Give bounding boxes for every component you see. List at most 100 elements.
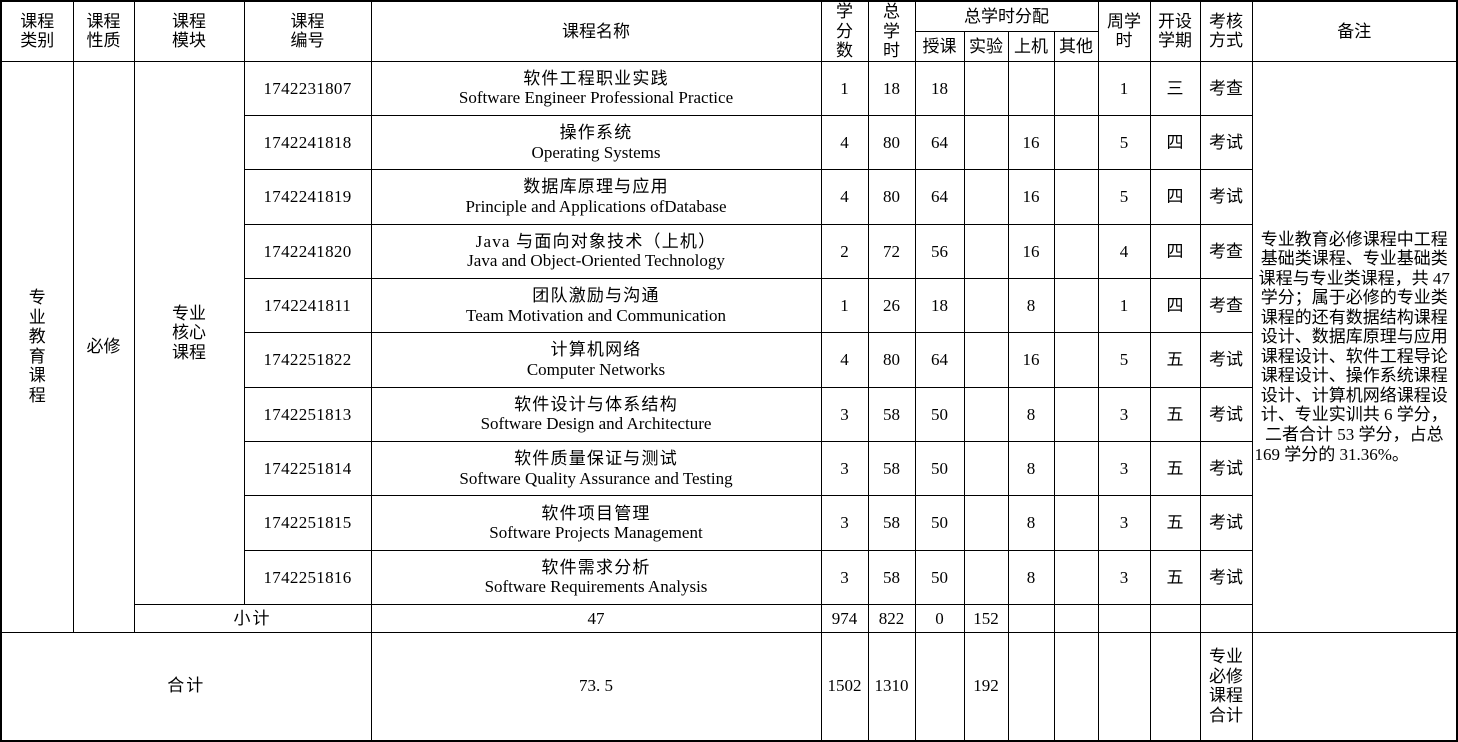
cell-other-hours xyxy=(1053,386,1099,443)
cell-experiment-hours xyxy=(963,332,1009,388)
course-name-cn: 软件需求分析 xyxy=(541,557,651,577)
subtotal-credits: 47 xyxy=(370,604,822,633)
cell-course-code: 1742251814 xyxy=(243,441,372,497)
cell-course-name: 数据库原理与应用 Principle and Applications ofDat… xyxy=(370,169,822,225)
header-course-code: 课程 编号 xyxy=(243,0,372,62)
cell-total-hours: 58 xyxy=(867,549,916,606)
cell-credits: 3 xyxy=(820,441,869,497)
subtotal-experiment: 0 xyxy=(914,604,965,633)
table-row: 1742241818 操作系统 Operating Systems 4 80 64 16 5 四… xyxy=(1,114,1457,171)
cell-lecture-hours: 18 xyxy=(914,60,965,116)
cell-assessment: 考试 xyxy=(1199,332,1253,388)
table-header: 课程 类别 课程 性质 课程 模块 课程 编号 课程名称 学 分 数 总 学 时… xyxy=(0,0,1458,62)
grandtotal-remarks: 专业必修课程合计 xyxy=(1199,631,1253,742)
cell-weekly-hours: 3 xyxy=(1097,441,1151,497)
cell-course-name: 团队激励与沟通 Team Motivation and Communication xyxy=(370,278,822,334)
cell-total-hours: 58 xyxy=(867,441,916,497)
cell-course-code: 1742231807 xyxy=(243,60,372,116)
cell-total-hours: 72 xyxy=(867,223,916,280)
cell-semester: 五 xyxy=(1149,549,1201,606)
cell-course-name: 软件项目管理 Software Projects Management xyxy=(370,495,822,551)
cell-lecture-hours: 64 xyxy=(914,114,965,171)
cell-credits: 3 xyxy=(820,549,869,606)
subtotal-assessment xyxy=(1149,604,1201,633)
cell-course-name: Java 与面向对象技术（上机） Java and Object-Oriented… xyxy=(370,223,822,280)
cell-other-hours xyxy=(1053,114,1099,171)
cell-course-name: 计算机网络 Computer Networks xyxy=(370,332,822,388)
header-remarks: 备注 xyxy=(1251,0,1458,62)
cell-computer-hours: 8 xyxy=(1007,386,1055,443)
header-alloc-lecture: 授课 xyxy=(914,30,965,62)
course-name-cn: 计算机网络 xyxy=(550,340,642,360)
cell-course-code: 1742251822 xyxy=(243,332,372,388)
cell-course-name: 软件工程职业实践 Software Engineer Professional P… xyxy=(370,60,822,116)
grandtotal-other xyxy=(1007,631,1055,742)
grandtotal-weekly xyxy=(1053,631,1099,742)
cell-other-hours xyxy=(1053,332,1099,388)
course-name-cn: Java 与面向对象技术（上机） xyxy=(475,231,717,251)
subtotal-computer: 152 xyxy=(963,604,1009,633)
cell-course-name: 软件需求分析 Software Requirements Analysis xyxy=(370,549,822,606)
header-credits: 学 分 数 xyxy=(820,0,869,62)
cell-computer-hours: 8 xyxy=(1007,549,1055,606)
cell-computer-hours: 8 xyxy=(1007,441,1055,497)
subtotal-row: 小计 47 974 822 0 152 xyxy=(1,604,1457,633)
cell-assessment: 考试 xyxy=(1199,386,1253,443)
cell-lecture-hours: 18 xyxy=(914,278,965,334)
header-semester: 开设 学期 xyxy=(1149,0,1201,62)
cell-total-hours: 80 xyxy=(867,332,916,388)
cell-computer-hours: 16 xyxy=(1007,223,1055,280)
cell-course-code: 1742241820 xyxy=(243,223,372,280)
cell-credits: 1 xyxy=(820,60,869,116)
cell-credits: 4 xyxy=(820,169,869,225)
cell-total-hours: 80 xyxy=(867,169,916,225)
cell-other-hours xyxy=(1053,169,1099,225)
grandtotal-total-hours: 1502 xyxy=(820,631,869,742)
cell-experiment-hours xyxy=(963,169,1009,225)
course-name-cn: 团队激励与沟通 xyxy=(532,286,660,306)
cell-computer-hours: 8 xyxy=(1007,495,1055,551)
cell-credits: 4 xyxy=(820,332,869,388)
cell-semester: 四 xyxy=(1149,223,1201,280)
header-course-nature: 课程 性质 xyxy=(72,0,135,62)
subtotal-lecture: 822 xyxy=(867,604,916,633)
cell-credits: 2 xyxy=(820,223,869,280)
cell-weekly-hours: 1 xyxy=(1097,60,1151,116)
cell-total-hours: 18 xyxy=(867,60,916,116)
course-name-en: Principle and Applications ofDatabase xyxy=(465,197,727,216)
cell-total-hours: 26 xyxy=(867,278,916,334)
cell-course-nature: 必修 xyxy=(72,60,135,633)
cell-weekly-hours: 3 xyxy=(1097,386,1151,443)
header-weekly-hours: 周学 时 xyxy=(1097,0,1151,62)
header-alloc-computer: 上机 xyxy=(1007,30,1055,62)
subtotal-label: 小计 xyxy=(133,604,372,633)
cell-credits: 1 xyxy=(820,278,869,334)
course-name-cn: 软件工程职业实践 xyxy=(523,68,669,88)
cell-course-code: 1742241819 xyxy=(243,169,372,225)
course-name-cn: 数据库原理与应用 xyxy=(523,177,669,197)
header-hours-allocation: 总学时分配 xyxy=(914,0,1099,32)
cell-weekly-hours: 3 xyxy=(1097,549,1151,606)
table-row: 1742251813 软件设计与体系结构 Software Design and A… xyxy=(1,386,1457,443)
cell-total-hours: 58 xyxy=(867,386,916,443)
cell-semester: 五 xyxy=(1149,386,1201,443)
cell-assessment: 考查 xyxy=(1199,223,1253,280)
header-assessment: 考核 方式 xyxy=(1199,0,1253,62)
subtotal-total-hours: 974 xyxy=(820,604,869,633)
cell-experiment-hours xyxy=(963,223,1009,280)
cell-other-hours xyxy=(1053,549,1099,606)
cell-course-code: 1742241811 xyxy=(243,278,372,334)
course-name-cn: 软件设计与体系结构 xyxy=(514,394,678,414)
cell-lecture-hours: 50 xyxy=(914,386,965,443)
cell-computer-hours: 16 xyxy=(1007,169,1055,225)
table-body: 专 业 教 育 课 程必修 专业 核心 课程 1742231807 软件工程职业实践 S… xyxy=(0,60,1458,742)
cell-semester: 五 xyxy=(1149,332,1201,388)
header-alloc-experiment: 实验 xyxy=(963,30,1009,62)
cell-assessment: 考试 xyxy=(1199,549,1253,606)
cell-credits: 4 xyxy=(820,114,869,171)
cell-weekly-hours: 3 xyxy=(1097,495,1151,551)
cell-remarks: 专业教育必修课程中工程基础类课程、专业基础类课程与专业类课程，共 47 学分；属… xyxy=(1251,60,1458,633)
course-name-cn: 软件项目管理 xyxy=(541,503,651,523)
cell-experiment-hours xyxy=(963,386,1009,443)
